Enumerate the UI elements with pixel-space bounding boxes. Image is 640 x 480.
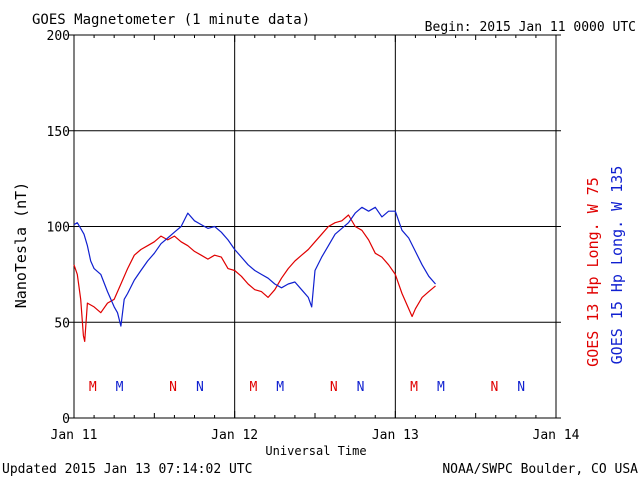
- marker-m: M: [249, 380, 257, 395]
- x-tick-label: Jan 13: [372, 428, 419, 443]
- marker-n: N: [330, 380, 338, 395]
- y-tick-label: 50: [54, 316, 70, 331]
- series-line-goes13: [73, 214, 436, 342]
- x-tick-label: Jan 11: [51, 428, 98, 443]
- credit: NOAA/SWPC Boulder, CO USA: [442, 462, 638, 477]
- x-tick-label: Jan 14: [533, 428, 580, 443]
- y-tick-label: 150: [47, 125, 70, 140]
- x-tick-label: Jan 12: [211, 428, 258, 443]
- marker-m: M: [410, 380, 418, 395]
- begin-time: Begin: 2015 Jan 11 0000 UTC: [425, 20, 636, 35]
- legend-goes13: GOES 13 Hp Long. W 75: [584, 177, 602, 367]
- data-series: [73, 206, 436, 342]
- y-tick-label: 0: [62, 412, 70, 427]
- marker-n: N: [490, 380, 498, 395]
- marker-n: N: [196, 380, 204, 395]
- series-line-goes15: [73, 206, 436, 327]
- y-axis-ticks: 0 50 100 150 200: [47, 29, 561, 427]
- y-axis-label: NanoTesla (nT): [12, 182, 30, 308]
- marker-m: M: [437, 380, 445, 395]
- marker-m: M: [116, 380, 124, 395]
- marker-m: M: [276, 380, 284, 395]
- grid-lines: [74, 35, 556, 418]
- marker-n: N: [169, 380, 177, 395]
- chart-title: GOES Magnetometer (1 minute data): [32, 12, 310, 28]
- x-axis-label: Universal Time: [265, 444, 366, 458]
- marker-n: N: [357, 380, 365, 395]
- marker-n: N: [517, 380, 525, 395]
- y-tick-label: 100: [47, 221, 70, 236]
- legend-goes15: GOES 15 Hp Long. W 135: [608, 166, 626, 365]
- updated-time: Updated 2015 Jan 13 07:14:02 UTC: [2, 462, 252, 477]
- x-axis-ticks: Jan 11 Jan 12 Jan 13 Jan 14: [51, 35, 580, 443]
- marker-m: M: [89, 380, 97, 395]
- y-tick-label: 200: [47, 29, 70, 44]
